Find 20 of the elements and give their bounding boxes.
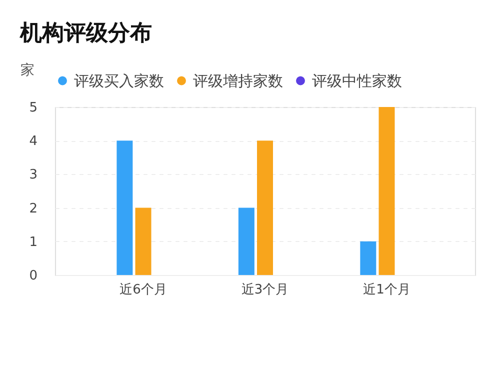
- x-tick-label: 近3个月: [241, 282, 289, 298]
- bar: [360, 241, 376, 275]
- x-tick-label: 近6个月: [120, 282, 167, 298]
- x-tick-label: 近1个月: [363, 282, 410, 298]
- legend-label: 评级中性家数: [312, 72, 402, 90]
- bar: [116, 140, 133, 275]
- y-axis-title: 家: [20, 62, 34, 78]
- legend-label: 评级增持家数: [193, 72, 283, 90]
- bar: [135, 208, 152, 275]
- bar: [378, 107, 395, 275]
- bar: [238, 208, 254, 275]
- bar: [257, 140, 273, 275]
- legend-label: 评级买入家数: [74, 72, 164, 90]
- chart-title: 机构评级分布: [19, 21, 152, 46]
- y-tick-label: 5: [29, 100, 38, 116]
- y-tick-label: 4: [29, 134, 38, 150]
- y-tick-label: 3: [29, 168, 38, 183]
- y-tick-label: 1: [29, 234, 38, 250]
- y-tick-label: 0: [29, 268, 38, 284]
- y-tick-label: 2: [29, 201, 38, 216]
